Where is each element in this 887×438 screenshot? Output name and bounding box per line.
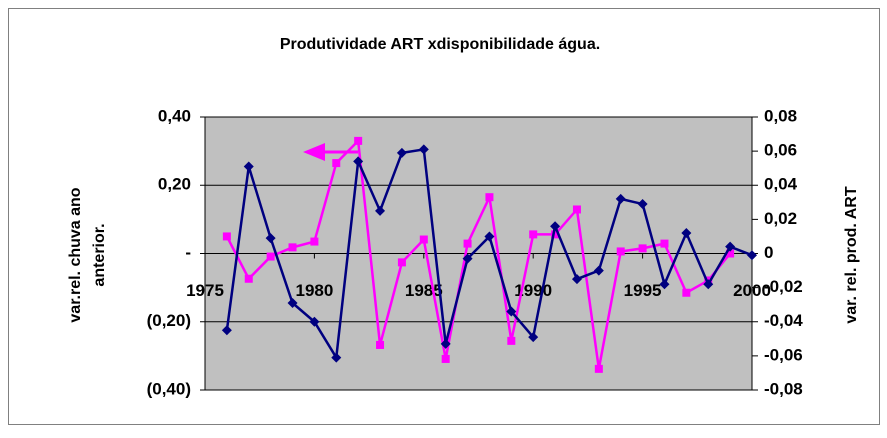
marker [418,144,429,155]
marker [376,340,385,349]
marker [682,288,691,297]
marker [354,136,363,145]
marker [528,332,539,343]
marker [462,253,473,264]
y-tick-label: (0,20) [147,311,191,330]
y-tick-label: 0,40 [158,106,191,125]
x-tick-label: 2000 [733,281,771,300]
marker [309,316,320,327]
marker [593,265,604,276]
y2-tick-label: 0,04 [764,175,798,194]
marker [529,230,538,239]
marker [660,239,669,248]
y2-tick-label: 0 [764,243,773,262]
marker [747,250,757,261]
y2-tick-label: 0,02 [764,209,797,228]
marker [551,230,560,239]
y-tick-label: 0,20 [158,175,191,194]
y2-axis-label: var. rel. prod. ART [843,186,860,323]
marker [681,228,692,239]
marker [244,274,253,283]
marker [726,249,735,258]
marker [396,147,407,158]
y-tick-label: (0,40) [147,379,191,398]
y2-tick-label: -0,08 [764,379,803,398]
y2-tick-label: -0,04 [764,311,803,330]
marker [506,306,517,317]
marker [571,274,582,285]
marker [287,297,298,308]
arrow [303,143,358,161]
marker [265,233,276,244]
marker [310,237,319,246]
marker [332,159,341,168]
marker [375,205,386,216]
x-tick-label: 1980 [295,281,333,300]
marker [659,279,670,290]
chart-title: Produtividade ART xdisponibilidade água. [280,36,600,53]
marker [637,199,648,210]
y-axis-label: anterior. [91,223,108,286]
marker [288,243,297,252]
marker [550,221,561,232]
marker [703,279,714,290]
y-tick-label: - [185,243,191,262]
marker [353,156,364,167]
marker [615,193,626,204]
marker [484,231,495,242]
y2-tick-label: 0,08 [764,106,797,125]
x-tick-label: 1995 [624,281,662,300]
marker [638,244,647,253]
y2-tick-label: -0,06 [764,345,803,364]
y2-tick-label: -0,02 [764,277,803,296]
marker [266,252,275,261]
marker [572,205,581,214]
y-axis-label: var.rel. chuva ano [67,187,84,322]
marker [507,336,516,345]
marker [485,193,494,202]
marker [222,232,231,241]
marker [463,239,472,248]
marker [441,354,450,363]
marker [616,247,625,256]
marker [594,364,603,373]
marker [440,338,451,349]
marker [331,352,342,363]
marker [397,258,406,267]
x-tick-label: 1985 [405,281,443,300]
x-tick-label: 1975 [186,281,224,300]
marker [243,161,254,172]
marker [221,325,232,336]
marker [725,241,736,252]
marker [419,235,428,244]
y2-tick-label: 0,06 [764,141,797,160]
